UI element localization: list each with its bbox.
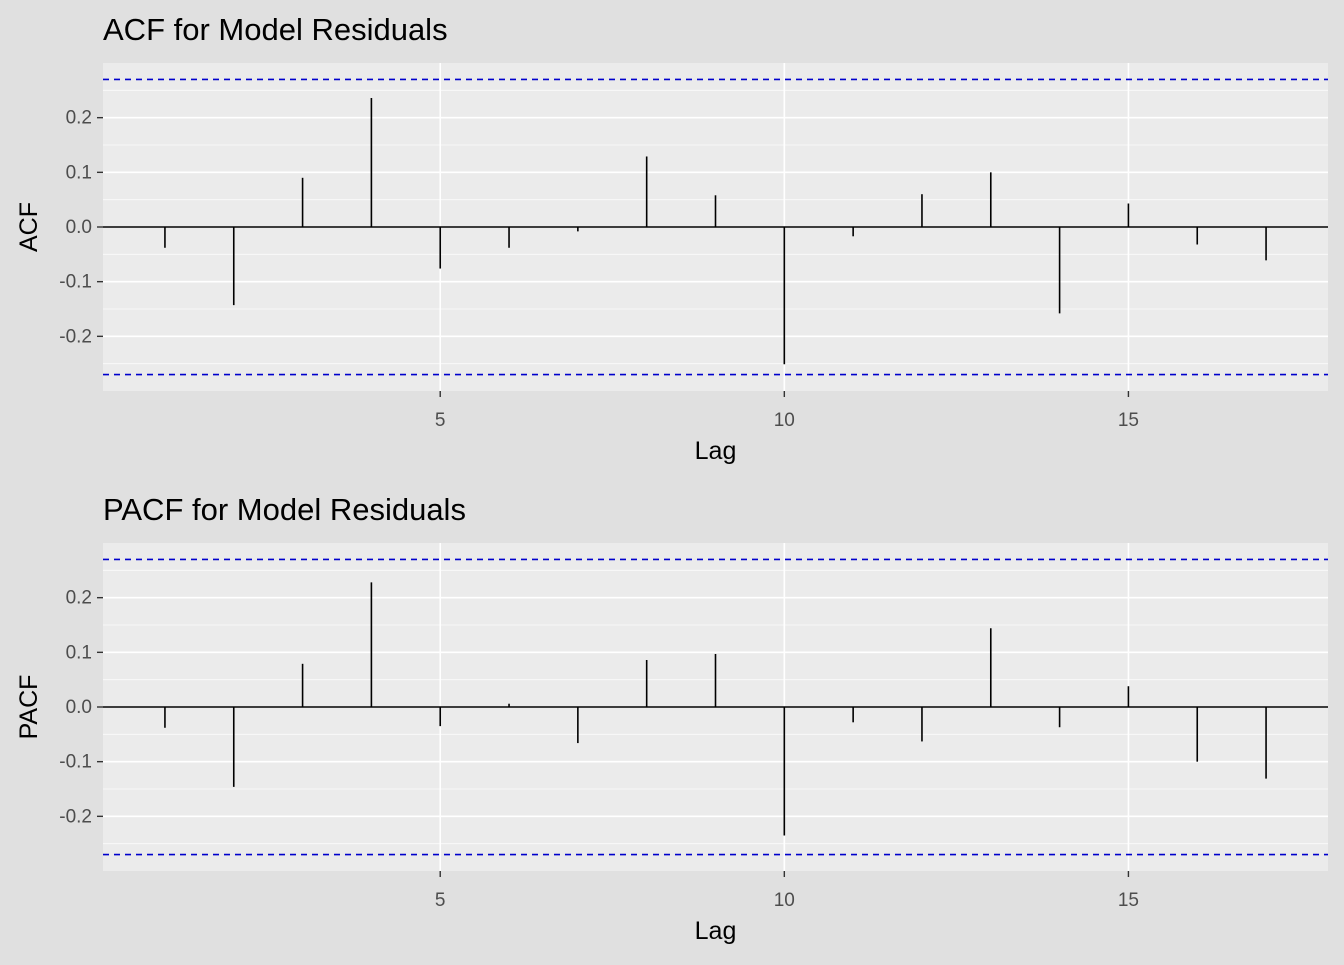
pacf-chart: PACF for Model Residuals PACF Lag -0.2 -0… [15,492,1328,945]
y-tick-label: 0.1 [66,162,92,183]
x-tick-label: 15 [1118,410,1139,431]
y-axis-label: ACF [15,202,43,252]
y-tick-label: 0.0 [66,217,92,238]
x-tick-label: 5 [435,410,446,431]
x-tick-label: 5 [435,890,446,911]
y-tick-label: -0.1 [59,752,92,773]
y-tick-label: 0.2 [66,588,92,609]
x-tick-label: 15 [1118,890,1139,911]
y-tick-label: -0.2 [59,326,92,347]
x-axis-label: Lag [695,917,737,945]
chart-title: PACF for Model Residuals [103,492,466,527]
y-tick-label: 0.2 [66,108,92,129]
y-tick-label: 0.0 [66,697,92,718]
acf-chart: ACF for Model Residuals ACF Lag -0.2 -0.1… [15,12,1328,465]
x-tick-label: 10 [774,890,795,911]
y-axis-label: PACF [15,675,43,740]
y-tick-label: 0.1 [66,642,92,663]
y-tick-label: -0.1 [59,272,92,293]
x-axis-label: Lag [695,437,737,465]
chart-title: ACF for Model Residuals [103,12,448,47]
y-tick-label: -0.2 [59,806,92,827]
x-tick-label: 10 [774,410,795,431]
